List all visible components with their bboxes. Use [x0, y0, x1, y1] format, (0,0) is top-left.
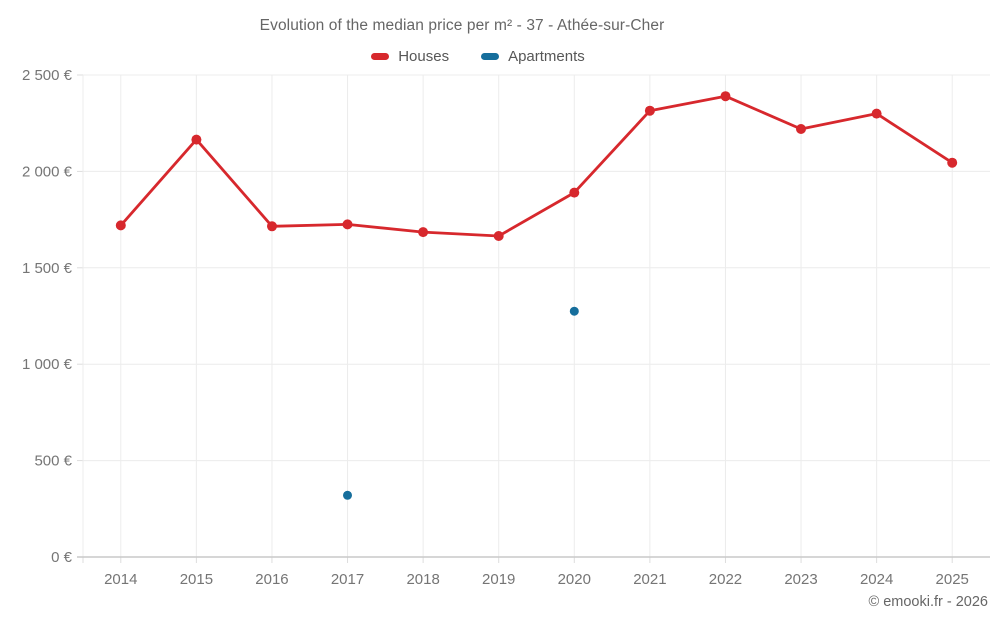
- houses-data-point-2025[interactable]: [947, 157, 958, 168]
- y-tick-label: 1 500 €: [22, 260, 73, 277]
- x-tick-label: 2023: [784, 571, 817, 588]
- x-tick-label: 2015: [180, 571, 213, 588]
- legend-label-houses: Houses: [398, 47, 450, 65]
- houses-data-point-2016[interactable]: [267, 221, 277, 232]
- x-tick-label: 2020: [558, 571, 591, 588]
- apartments-data-point-2017[interactable]: [343, 490, 352, 500]
- houses-data-point-2017[interactable]: [342, 219, 353, 230]
- houses-data-point-2024[interactable]: [871, 108, 882, 119]
- houses-data-point-2023[interactable]: [796, 124, 806, 134]
- legend-item-houses[interactable]: Houses: [371, 48, 449, 65]
- y-tick-label: 2 500 €: [22, 67, 73, 84]
- houses-data-point-2020[interactable]: [569, 187, 580, 198]
- houses-data-point-2015[interactable]: [191, 134, 202, 145]
- x-tick-label: 2025: [936, 571, 969, 588]
- houses-data-point-2019[interactable]: [493, 231, 504, 241]
- y-tick-label: 500 €: [34, 453, 72, 470]
- houses-data-point-2021[interactable]: [644, 105, 655, 116]
- y-tick-label: 1 000 €: [22, 356, 73, 373]
- legend-item-apartments[interactable]: Apartments: [481, 48, 585, 65]
- legend-label-apartments: Apartments: [508, 47, 585, 65]
- houses-data-point-2014[interactable]: [115, 220, 126, 231]
- chart-legend: Houses Apartments: [0, 46, 956, 66]
- x-tick-label: 2018: [406, 571, 439, 588]
- copyright-text: © emooki.fr - 2026: [868, 594, 988, 610]
- houses-data-point-2018[interactable]: [418, 227, 429, 238]
- houses-series-line: [119, 94, 954, 238]
- houses-data-point-2022[interactable]: [720, 91, 731, 102]
- apartments-data-point-2020[interactable]: [569, 306, 579, 316]
- houses-legend-swatch: [371, 52, 390, 60]
- apartments-legend-swatch: [481, 52, 500, 60]
- x-tick-label: 2014: [104, 571, 137, 588]
- y-tick-label: 0 €: [51, 549, 73, 566]
- y-tick-label: 2 000 €: [22, 163, 73, 180]
- x-tick-label: 2022: [709, 571, 742, 588]
- x-tick-label: 2021: [633, 571, 666, 588]
- x-tick-label: 2019: [482, 571, 515, 588]
- x-tick-label: 2016: [255, 571, 288, 588]
- x-tick-label: 2017: [331, 571, 364, 588]
- x-tick-label: 2024: [860, 571, 893, 588]
- chart-title: Evolution of the median price per m² - 3…: [259, 17, 665, 34]
